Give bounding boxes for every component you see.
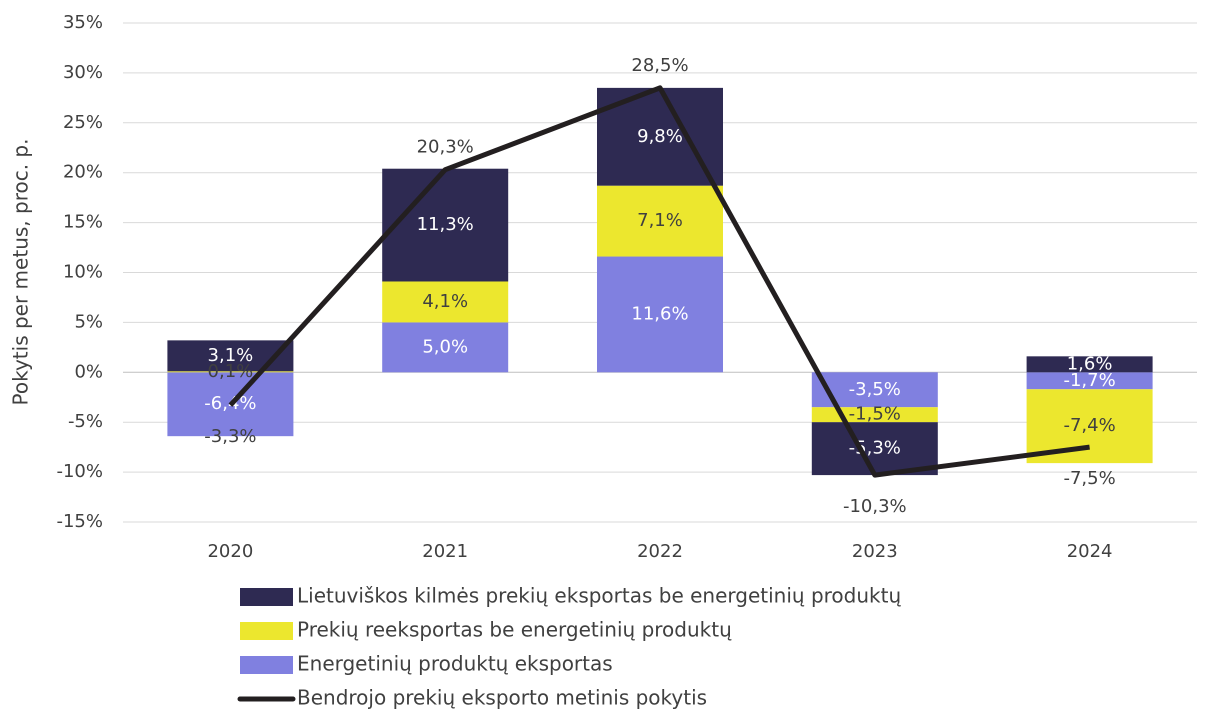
value-label: -7,4% (1063, 415, 1115, 436)
line-value-label: -10,3% (843, 496, 907, 517)
x-tick-label: 2022 (637, 541, 683, 562)
bar-segment (1026, 356, 1153, 373)
bar-segment (382, 322, 509, 373)
value-label: 11,6% (631, 303, 688, 324)
value-label: -3,5% (849, 379, 901, 400)
y-tick-label: 25% (63, 112, 103, 133)
y-tick-label: 0% (74, 361, 103, 382)
value-label: 4,1% (422, 291, 468, 312)
y-tick-label: -5% (68, 411, 103, 432)
line-value-label: 20,3% (417, 137, 474, 158)
legend-swatch (240, 588, 293, 606)
value-label: 5,0% (422, 336, 468, 357)
y-tick-label: 35% (63, 12, 103, 33)
value-label: 0,1% (208, 361, 254, 382)
x-tick-label: 2021 (422, 541, 468, 562)
line-value-label: 28,5% (631, 55, 688, 76)
value-label: -1,7% (1063, 370, 1115, 391)
line-value-label: -7,5% (1063, 468, 1115, 489)
value-label: 7,1% (637, 210, 683, 231)
value-label: -1,5% (849, 404, 901, 425)
bar-segment (597, 256, 723, 373)
legend-label: Lietuviškos kilmės prekių eksportas be e… (297, 584, 901, 608)
y-tick-label: -10% (56, 461, 103, 482)
y-axis-label: Pokytis per metus, proc. p. (9, 139, 33, 406)
x-tick-label: 2024 (1067, 541, 1113, 562)
legend-label: Prekių reeksportas be energetinių produk… (297, 618, 732, 642)
y-tick-label: 20% (63, 162, 103, 183)
y-tick-label: 30% (63, 62, 103, 83)
x-tick-label: 2023 (852, 541, 898, 562)
value-label: 3,1% (208, 345, 254, 366)
y-tick-label: 10% (63, 262, 103, 283)
legend-label: Energetinių produktų eksportas (297, 652, 613, 676)
line (228, 85, 1090, 478)
legend-swatch (240, 622, 293, 640)
bar-segment (597, 185, 723, 257)
legend-label: Bendrojo prekių eksporto metinis pokytis (297, 686, 707, 710)
bar-segment (167, 371, 294, 373)
value-label: 9,8% (637, 126, 683, 147)
y-tick-label: 5% (74, 311, 103, 332)
y-tick-label: 15% (63, 212, 103, 233)
line-value-label: -3,3% (204, 426, 256, 447)
value-label: 11,3% (417, 214, 474, 235)
value-label: 1,6% (1067, 353, 1113, 374)
bar-segment (1026, 372, 1153, 390)
bar-segment (382, 281, 509, 323)
bar-segment (382, 168, 509, 282)
bar-segment (811, 422, 938, 476)
x-tick-label: 2020 (207, 541, 253, 562)
y-tick-label: -15% (56, 511, 103, 532)
legend-swatch (240, 656, 293, 674)
